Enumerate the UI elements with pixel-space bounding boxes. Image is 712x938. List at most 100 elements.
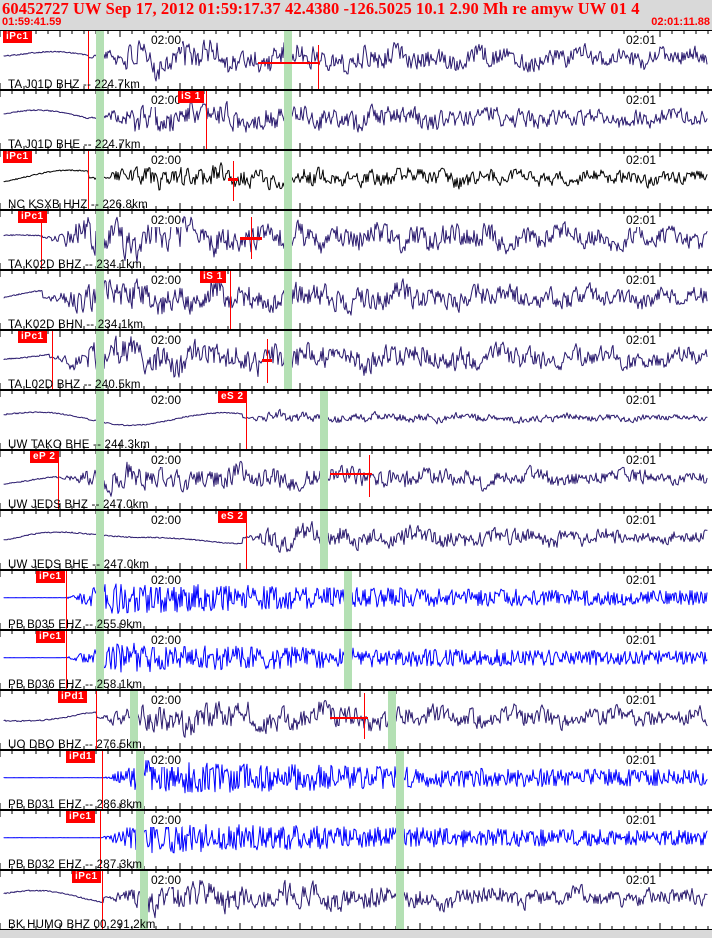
axis-time-label: 02:00 <box>150 393 183 407</box>
event-header: 60452727 UW Sep 17, 2012 01:59:17.37 42.… <box>0 0 712 30</box>
phase-pick-label[interactable]: iPc1 <box>18 331 47 343</box>
predicted-phase-marker[interactable] <box>364 693 365 739</box>
phase-pick-line[interactable] <box>230 271 231 329</box>
time-highlight-band <box>284 31 292 89</box>
axis-time-label: 02:00 <box>150 33 183 47</box>
trace-panel[interactable]: eP 2 02:00 02:01 UW JEDS BHZ -- 247.0km <box>0 450 712 510</box>
phase-pick-label[interactable]: iS 1 <box>200 271 226 283</box>
phase-pick-line[interactable] <box>102 871 103 929</box>
trace-channel-label: UW TAKO BHE -- 244.3km <box>8 439 151 450</box>
time-highlight-band <box>96 391 104 449</box>
time-highlight-band <box>388 691 396 749</box>
predicted-phase-marker[interactable] <box>369 455 370 497</box>
time-highlight-band <box>96 571 104 629</box>
trace-panel[interactable]: iPc1 02:00 02:01 BK HUMO BHZ 00 291.2km <box>0 870 712 930</box>
axis-time-label: 02:00 <box>150 573 183 587</box>
trace-panel[interactable]: iPd1 02:00 02:01 UO DBO BHZ -- 276.5km <box>0 690 712 750</box>
time-highlight-band <box>284 271 292 329</box>
trace-panel[interactable]: iS 1 02:00 02:01 TA K02D BHN -- 234.1km <box>0 270 712 330</box>
trace-panel[interactable]: iPc1 02:00 02:01 TA L02D BHZ -- 240.5km <box>0 330 712 390</box>
predicted-phase-marker[interactable] <box>233 161 234 201</box>
time-highlight-band <box>96 451 104 509</box>
phase-pick-line[interactable] <box>246 511 247 569</box>
phase-pick-label[interactable]: iPc1 <box>36 571 65 583</box>
time-highlight-band <box>396 871 404 929</box>
trace-channel-label: PB B031 EHZ -- 286.8km <box>8 799 143 810</box>
trace-channel-label: PB B036 EHZ -- 258.1km <box>8 679 143 690</box>
axis-time-label: 02:00 <box>150 753 183 767</box>
axis-time-label: 02:00 <box>150 213 183 227</box>
time-highlight-band <box>320 391 328 449</box>
phase-pick-line[interactable] <box>58 451 59 509</box>
time-highlight-band <box>320 511 328 569</box>
predicted-phase-marker[interactable] <box>318 45 319 89</box>
axis-time-label: 02:00 <box>150 153 183 167</box>
axis-time-label: 02:01 <box>625 573 658 587</box>
axis-time-label: 02:00 <box>150 453 183 467</box>
phase-pick-label[interactable]: iPc1 <box>18 211 47 223</box>
time-highlight-band <box>96 511 104 569</box>
trace-channel-label: PB B035 EHZ -- 255.9km <box>8 619 143 630</box>
axis-time-label: 02:01 <box>625 693 658 707</box>
time-highlight-band <box>96 331 104 389</box>
trace-panel[interactable]: iPc1 02:00 02:01 TA K02D BHZ -- 234.1km <box>0 210 712 270</box>
axis-time-label: 02:01 <box>625 153 658 167</box>
trace-panel[interactable]: iPc1 02:00 02:01 PB B036 EHZ -- 258.1km <box>0 630 712 690</box>
axis-time-label: 02:01 <box>625 273 658 287</box>
axis-time-label: 02:01 <box>625 753 658 767</box>
phase-pick-line[interactable] <box>246 391 247 449</box>
phase-pick-line[interactable] <box>206 91 207 149</box>
trace-panel[interactable]: iPd1 02:00 02:01 PB B031 EHZ -- 286.8km <box>0 750 712 810</box>
trace-panel[interactable]: iS 1 02:00 02:01 TA J01D BHE -- 224.7km <box>0 90 712 150</box>
phase-pick-label[interactable]: iPd1 <box>58 691 88 703</box>
phase-pick-line[interactable] <box>41 211 42 269</box>
waveform <box>0 31 712 89</box>
axis-time-label: 02:01 <box>625 453 658 467</box>
time-highlight-band <box>284 151 292 209</box>
trace-panel[interactable]: iPc1 02:00 02:01 NC KSXB HHZ -- 226.8km <box>0 150 712 210</box>
phase-pick-line[interactable] <box>52 331 53 389</box>
axis-time-label: 02:00 <box>150 93 183 107</box>
time-highlight-band <box>96 631 104 689</box>
phase-pick-label[interactable]: iPc1 <box>3 31 32 43</box>
trace-channel-label: TA J01D BHZ -- 224.7km <box>8 79 141 90</box>
time-highlight-band <box>96 91 104 149</box>
phase-pick-label[interactable]: eP 2 <box>30 451 59 463</box>
phase-pick-line[interactable] <box>88 151 89 209</box>
phase-pick-line[interactable] <box>102 751 103 809</box>
trace-stack: iPc1 02:00 02:01 TA J01D BHZ -- 224.7km iS … <box>0 30 712 938</box>
trace-panel[interactable]: iPc1 02:00 02:01 PB B032 EHZ -- 287.3km <box>0 810 712 870</box>
phase-pick-label[interactable]: iPc1 <box>3 151 32 163</box>
phase-pick-label[interactable]: eS 2 <box>218 511 247 523</box>
trace-panel[interactable]: iPc1 02:00 02:01 PB B035 EHZ -- 255.9km <box>0 570 712 630</box>
phase-pick-label[interactable]: eS 2 <box>218 391 247 403</box>
trace-channel-label: TA K02D BHN -- 234.1km <box>8 319 144 330</box>
predicted-phase-marker[interactable] <box>267 339 268 383</box>
window-start-time: 01:59:41.59 <box>2 16 62 28</box>
axis-time-label: 02:01 <box>625 393 658 407</box>
time-highlight-band <box>284 331 292 389</box>
axis-time-label: 02:01 <box>625 633 658 647</box>
time-highlight-band <box>136 811 144 869</box>
time-highlight-band <box>320 451 328 509</box>
axis-time-label: 02:01 <box>625 873 658 887</box>
phase-pick-line[interactable] <box>66 571 67 629</box>
phase-pick-label[interactable]: iS 1 <box>178 91 204 103</box>
phase-pick-line[interactable] <box>88 31 89 89</box>
phase-pick-label[interactable]: iPc1 <box>36 631 65 643</box>
predicted-phase-marker[interactable] <box>251 217 252 259</box>
time-highlight-band <box>396 751 404 809</box>
trace-panel[interactable]: iPc1 02:00 02:01 TA J01D BHZ -- 224.7km <box>0 30 712 90</box>
axis-time-label: 02:00 <box>150 873 183 887</box>
waveform <box>0 811 712 869</box>
phase-pick-line[interactable] <box>66 631 67 689</box>
time-highlight-band <box>284 211 292 269</box>
phase-pick-line[interactable] <box>100 811 101 869</box>
phase-pick-label[interactable]: iPd1 <box>66 751 96 763</box>
phase-pick-label[interactable]: iPc1 <box>72 871 101 883</box>
trace-panel[interactable]: eS 2 02:00 02:01 UW JEDS BHE -- 247.0km <box>0 510 712 570</box>
phase-pick-line[interactable] <box>96 691 97 749</box>
trace-panel[interactable]: eS 2 02:00 02:01 UW TAKO BHE -- 244.3km <box>0 390 712 450</box>
phase-pick-label[interactable]: iPc1 <box>66 811 95 823</box>
